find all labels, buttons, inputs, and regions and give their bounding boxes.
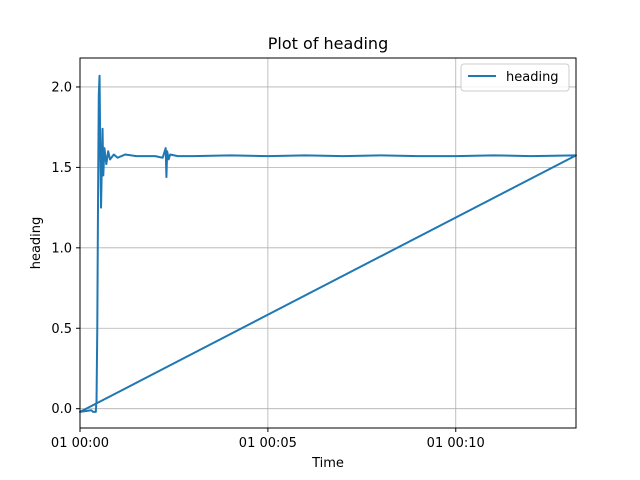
y-axis-label: heading bbox=[29, 217, 44, 270]
plot-area bbox=[79, 74, 577, 413]
chart-title: Plot of heading bbox=[268, 34, 388, 53]
axes-frame bbox=[79, 57, 577, 429]
y-tick-label: 1.5 bbox=[51, 161, 72, 176]
legend-label-heading: heading bbox=[506, 70, 559, 85]
x-tick-label: 01 00:00 bbox=[51, 436, 109, 451]
y-tick-label: 2.0 bbox=[51, 80, 72, 95]
x-axis-label: Time bbox=[311, 456, 344, 471]
y-tick-label: 0.5 bbox=[51, 322, 72, 337]
legend-box bbox=[460, 63, 570, 92]
x-tick-label: 01 00:10 bbox=[427, 436, 485, 451]
series-line-heading bbox=[79, 74, 577, 413]
y-axis-ticks: 0.0 0.5 1.0 1.5 2.0 bbox=[51, 80, 80, 417]
x-axis-ticks: 01 00:00 01 00:05 01 00:10 bbox=[51, 428, 485, 451]
x-tick-label: 01 00:05 bbox=[239, 436, 297, 451]
legend: heading bbox=[460, 63, 570, 92]
y-tick-label: 1.0 bbox=[51, 241, 72, 256]
y-tick-label: 0.0 bbox=[51, 402, 72, 417]
